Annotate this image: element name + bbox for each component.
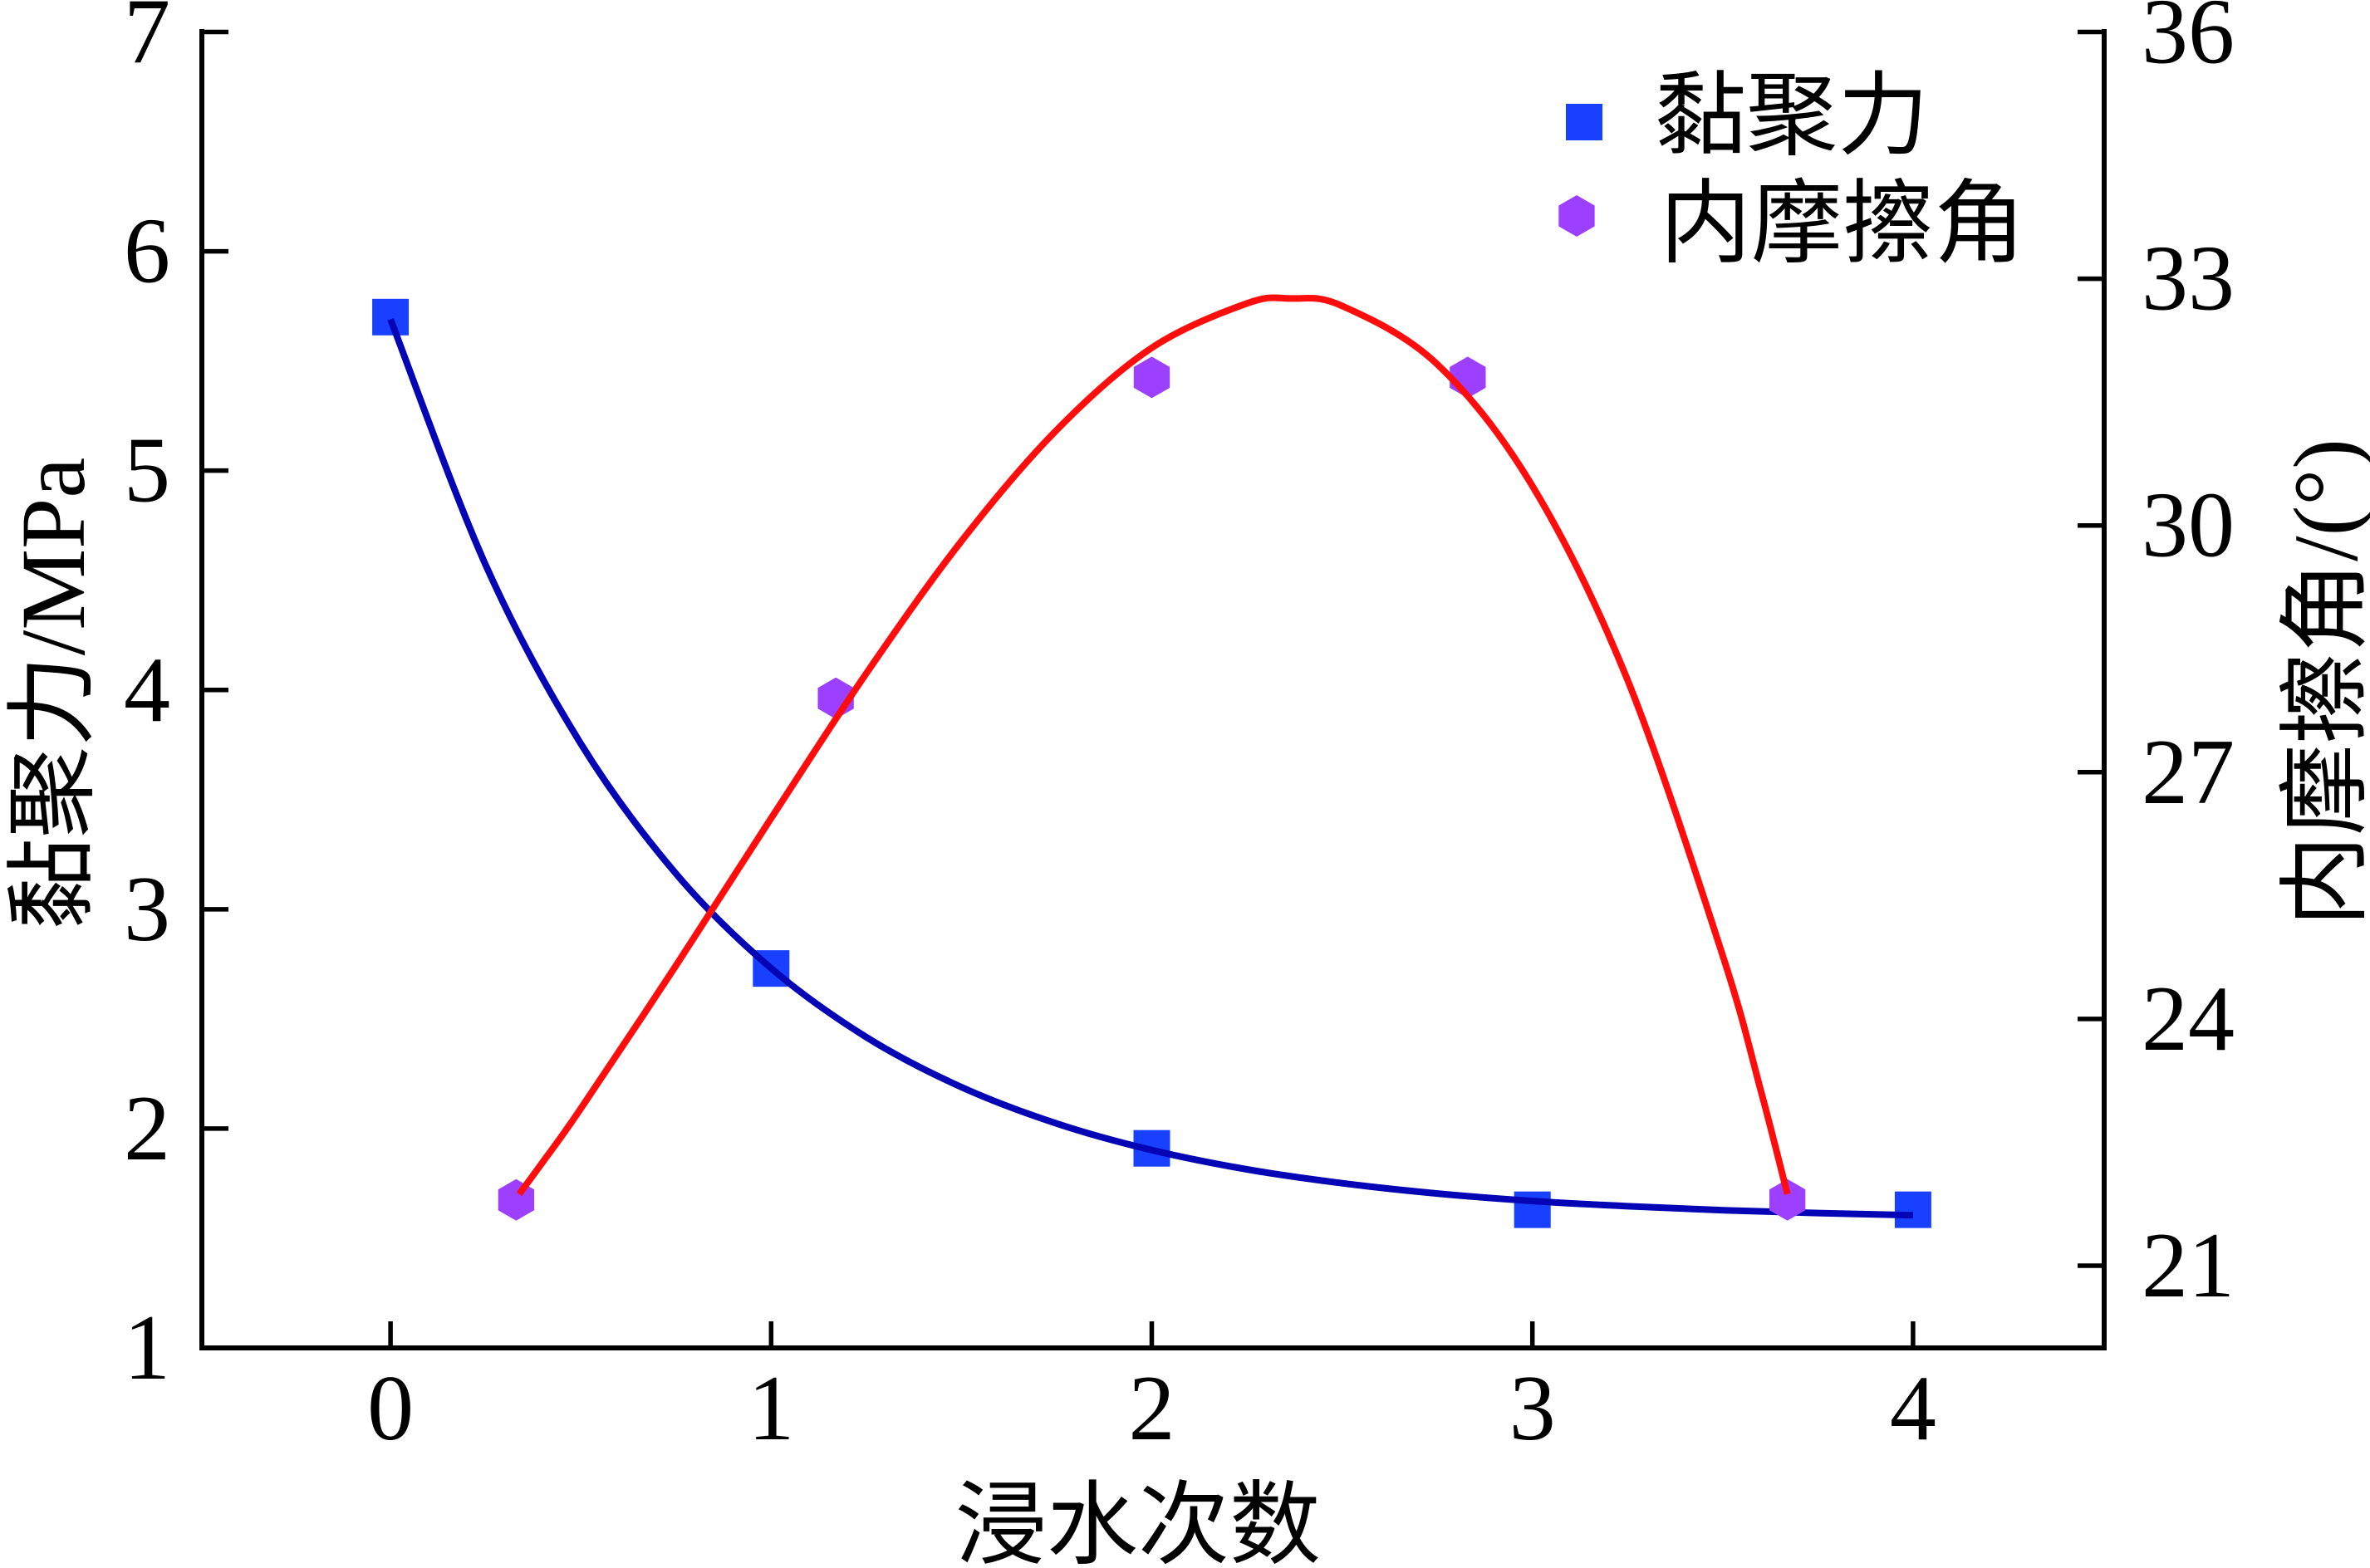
right-tick-label: 30: [2142, 474, 2235, 577]
left-axis-title: 黏聚力/MPa: [2, 458, 104, 929]
cohesion-data-point: [372, 298, 410, 336]
right-axis-title: 内摩擦角/(°): [2275, 439, 2370, 927]
right-tick-label: 36: [2142, 0, 2235, 84]
legend-label-cohesion: 黏聚力: [1655, 66, 1929, 167]
right-tick-label: 24: [2142, 968, 2235, 1071]
friction-angle-fit-line: [516, 294, 1791, 1197]
x-axis-ticks: 0 1 2 3 4: [367, 1321, 1936, 1460]
right-tick-label: 27: [2142, 721, 2235, 824]
cohesion-markers: [372, 298, 1931, 1228]
cohesion-fit-line: [387, 317, 1913, 1219]
friction-angle-data-point: [1769, 1178, 1806, 1221]
left-tick-label: 1: [124, 1296, 170, 1399]
cohesion-fit-curve: [387, 317, 1913, 1219]
left-tick-label: 2: [124, 1077, 170, 1180]
cohesion-data-point: [1894, 1191, 1931, 1228]
x-tick-label: 2: [1129, 1357, 1175, 1460]
x-tick-label: 1: [748, 1357, 794, 1460]
x-tick-label: 3: [1509, 1357, 1556, 1460]
legend: 黏聚力 内摩擦角: [1558, 66, 2025, 275]
square-marker-icon: [1566, 104, 1602, 140]
right-axis-ticks: 21 24 27 30 33 36: [2078, 0, 2235, 1317]
left-tick-label: 5: [124, 419, 170, 522]
x-tick-label: 0: [367, 1357, 414, 1460]
legend-label-friction-angle: 内摩擦角: [1660, 174, 2025, 275]
friction-angle-markers: [498, 356, 1806, 1221]
left-tick-label: 6: [124, 200, 170, 303]
right-tick-label: 21: [2142, 1214, 2235, 1317]
left-tick-label: 3: [124, 858, 170, 961]
legend-item-friction-angle: 内摩擦角: [1558, 174, 2025, 275]
x-tick-label: 4: [1890, 1357, 1936, 1460]
left-tick-label: 7: [124, 0, 170, 84]
friction-angle-fit-curve: [516, 294, 1791, 1197]
friction-angle-data-point: [1133, 356, 1170, 399]
left-axis-ticks: 1 2 3 4 5 6 7: [124, 0, 228, 1399]
x-axis-title: 浸水次数: [955, 1475, 1321, 1568]
right-tick-label: 33: [2142, 228, 2235, 331]
hexagon-marker-icon: [1558, 195, 1595, 237]
left-tick-label: 4: [124, 639, 170, 742]
legend-item-cohesion: 黏聚力: [1566, 66, 1929, 167]
